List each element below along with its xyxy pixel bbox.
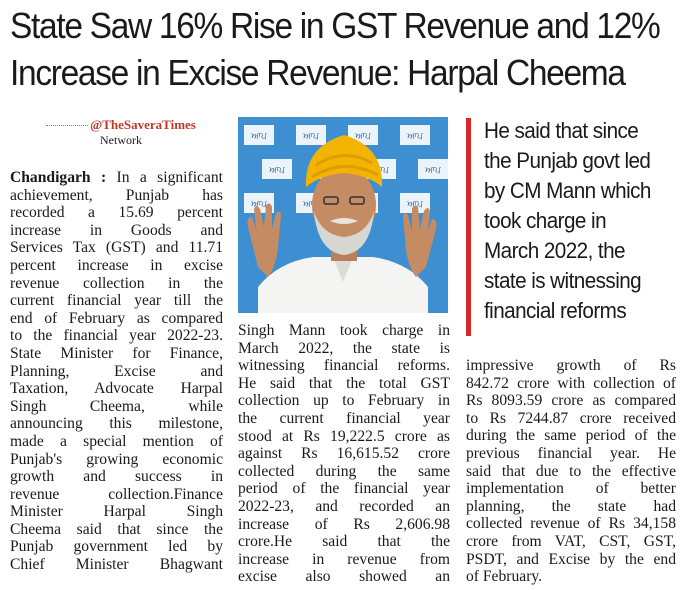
article-line: previous financial year. He — [466, 444, 676, 462]
pull-quote-line: March 2022, the — [484, 238, 626, 263]
article-line: implementation of better — [466, 480, 676, 498]
backdrop-sign — [244, 125, 274, 145]
article-line: collected revenue of Rs 34,158 — [466, 515, 676, 533]
backdrop-sign-text: ਆਪ — [250, 200, 267, 210]
article-line: State Minister for Finance, — [10, 344, 223, 362]
article-line: collection up to February in — [238, 392, 450, 410]
right-hand — [403, 205, 437, 277]
article-line: He said that the total GST — [238, 374, 450, 392]
article-line: made a special mention of — [10, 432, 223, 450]
article-line: crore.He said that the — [238, 533, 450, 551]
article-line: increase in revenue from — [238, 550, 450, 568]
article-line: Services Tax (GST) and 11.71 — [10, 239, 223, 257]
article-line: increase in Goods and — [10, 221, 223, 239]
article-line: PSDT, and Excise by the end — [466, 550, 676, 568]
article-line: growth and success in — [10, 468, 223, 486]
pull-quote-line: the Punjab govt led — [484, 148, 651, 173]
article-line: Cheema said that since the — [10, 520, 223, 538]
article-line: collected during the same — [238, 462, 450, 480]
article-line: Minister Harpal Singh — [10, 503, 223, 521]
backdrop-sign — [400, 125, 430, 145]
backdrop-sign — [296, 125, 326, 145]
article-line: impressive growth of Rs — [466, 357, 676, 374]
backdrop-sign — [262, 159, 292, 179]
article-column-3: impressive growth of Rs 842.72 crore wit… — [466, 357, 676, 586]
article-line: Planning, Excise and — [10, 362, 223, 380]
article-line: crore from VAT, CST, GST, — [466, 532, 676, 550]
article-line: period of the financial year — [238, 480, 450, 498]
article-line: to the financial year 2022-23. — [10, 327, 223, 345]
headline-line-2: Increase in Excise Revenue: Harpal Cheem… — [10, 52, 626, 93]
byline-network: Network — [100, 133, 142, 147]
article-line: revenue collection in the — [10, 274, 223, 292]
backdrop-sign-text: ਆਪ — [302, 200, 319, 210]
pull-quote-line: financial reforms — [484, 298, 627, 323]
article-line: Taxation, Advocate Harpal — [10, 380, 223, 398]
pull-quote-line: took charge in — [484, 208, 607, 233]
byline-brand: @TheSaveraTimes — [10, 117, 232, 133]
beard — [314, 212, 374, 255]
article-line: end of February as compared — [10, 309, 223, 327]
article-line: stood at Rs 19,222.5 crore as — [238, 427, 450, 445]
article-line: Chandigarh : In a significant — [10, 169, 223, 186]
collar — [333, 257, 353, 282]
article-line: Punjab's growing economic — [10, 450, 223, 468]
article-line: Singh Cheema, while — [10, 397, 223, 415]
backdrop-sign — [400, 193, 430, 213]
minister-photo: ਆਪਆਪਆਪਆਪਆਪਆਪਆਪਆਪਆਪਆਪਆਪਆਪ — [238, 117, 448, 313]
pull-quote: He said that since the Punjab govt led b… — [484, 116, 663, 326]
byline: @TheSaveraTimes Network — [10, 117, 232, 147]
backdrop-sign-text: ਆਪ — [406, 132, 423, 142]
backdrop-sign-text: ਆਪ — [250, 132, 267, 142]
article-line: planning, the state had — [466, 497, 676, 515]
pull-quote-bar — [466, 118, 471, 336]
article-line: during the same period of the — [466, 427, 676, 445]
pull-quote-line: He said that since — [484, 118, 639, 143]
article-line: achievement, Punjab has — [10, 186, 223, 204]
article-line: current financial year till the — [10, 292, 223, 310]
article-line: against Rs 16,615.52 crore — [238, 445, 450, 463]
headline: State Saw 16% Rise in GST Revenue and 12… — [10, 2, 661, 96]
left-hand — [247, 203, 281, 277]
article-column-2: Singh Mann took charge in March 2022, th… — [238, 322, 450, 586]
backdrop-sign-text: ਆਪ — [354, 132, 371, 142]
backdrop-sign-text: ਆਪ — [406, 200, 423, 210]
dateline: Chandigarh : — [10, 169, 107, 186]
pull-quote-line: state is witnessing — [484, 268, 642, 293]
glasses-left — [323, 196, 339, 205]
glasses-right — [349, 196, 365, 205]
article-line: excise also showed an — [238, 568, 450, 586]
article-line: March 2022, the state is — [238, 339, 450, 357]
article-line: increase of Rs 2,606.98 — [238, 515, 450, 533]
article-line: revenue collection.Finance — [10, 485, 223, 503]
article-line: announcing this milestone, — [10, 415, 223, 433]
backdrop-sign-text: ਆਪ — [268, 166, 285, 176]
article-line: Punjab government led by — [10, 538, 223, 556]
turban — [305, 135, 383, 187]
article-line: 842.72 crore with collection of — [466, 374, 676, 392]
moustache — [330, 218, 358, 224]
article-line: Rs 8093.59 crore as compared — [466, 392, 676, 410]
article-line: of February. — [466, 568, 543, 586]
backdrop-sign-text: ਆਪ — [424, 166, 441, 176]
article-column-1: Chandigarh : In a significant achievemen… — [10, 169, 223, 574]
article-line: witnessing financial reforms. — [238, 357, 450, 375]
article-line: said that due to the effective — [466, 462, 676, 480]
headline-line-1: State Saw 16% Rise in GST Revenue and 12… — [10, 5, 661, 46]
article-line: the current financial year — [238, 409, 450, 427]
article-line: recorded a 15.69 percent — [10, 204, 223, 222]
article-line: percent increase in excise — [10, 256, 223, 274]
article-line: 2022-23, and recorded an — [238, 497, 450, 515]
backdrop-sign-text: ਆਪ — [302, 132, 319, 142]
article-line: Singh Mann took charge in — [238, 322, 450, 339]
kurta — [258, 257, 428, 313]
article-line: to Rs 7244.87 crore received — [466, 409, 676, 427]
face — [312, 167, 376, 243]
photo-illustration: ਆਪਆਪਆਪਆਪਆਪਆਪਆਪਆਪਆਪਆਪਆਪਆਪ — [238, 117, 448, 313]
pull-quote-line: by CM Mann which — [484, 178, 651, 203]
backdrop-sign — [418, 159, 448, 179]
article-line: Chief Minister Bhagwant — [10, 556, 223, 574]
